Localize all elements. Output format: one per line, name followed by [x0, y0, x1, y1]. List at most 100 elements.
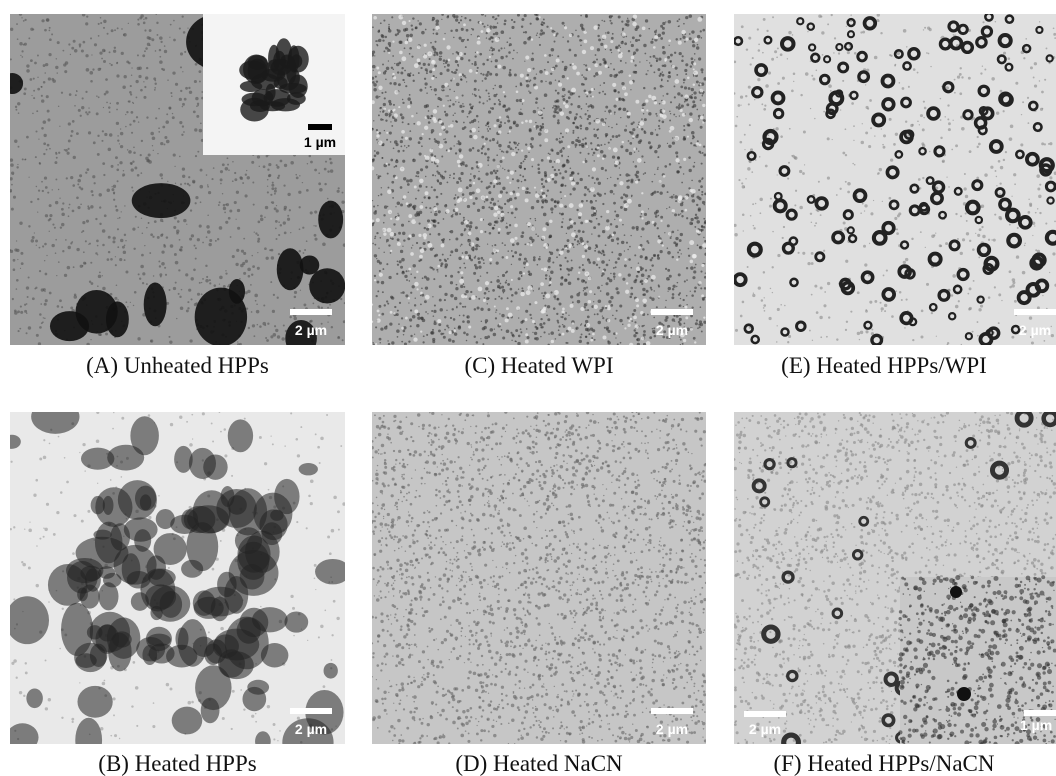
- speck: [678, 105, 680, 107]
- speck: [544, 69, 546, 71]
- speck: [598, 71, 602, 75]
- speck: [401, 136, 403, 138]
- speck: [432, 340, 435, 343]
- speck: [748, 37, 751, 40]
- speck: [602, 123, 605, 126]
- speck: [496, 309, 498, 311]
- speck: [644, 213, 647, 216]
- speck: [515, 340, 517, 342]
- speck: [131, 67, 132, 68]
- speck: [431, 132, 433, 134]
- speck: [417, 58, 421, 62]
- speck: [519, 253, 522, 256]
- speck: [626, 282, 628, 284]
- speck: [87, 113, 89, 115]
- speck: [479, 53, 482, 56]
- speck: [461, 255, 464, 258]
- speck: [70, 176, 73, 179]
- speck: [679, 52, 682, 55]
- speck: [678, 214, 680, 216]
- speck: [567, 327, 571, 331]
- speck: [91, 54, 92, 55]
- speck: [551, 340, 554, 343]
- speck: [425, 176, 426, 177]
- speck: [886, 270, 888, 272]
- speck: [406, 34, 409, 37]
- speck: [581, 279, 584, 282]
- speck: [59, 126, 60, 127]
- speck: [400, 250, 403, 253]
- speck: [585, 127, 589, 131]
- speck: [94, 43, 97, 46]
- speck: [516, 179, 519, 182]
- speck: [209, 239, 212, 242]
- speck: [488, 206, 490, 208]
- speck: [425, 68, 428, 71]
- speck: [475, 226, 478, 229]
- speck: [396, 63, 400, 67]
- scale-bar: [290, 309, 332, 315]
- speck: [33, 90, 35, 92]
- speck: [845, 260, 848, 263]
- speck: [999, 182, 1001, 184]
- speck: [679, 109, 682, 112]
- speck: [645, 269, 647, 271]
- speck: [234, 178, 237, 181]
- speck: [530, 23, 532, 25]
- speck: [602, 91, 604, 93]
- speck: [596, 146, 599, 149]
- speck: [579, 266, 581, 268]
- speck: [469, 192, 472, 195]
- speck: [541, 159, 544, 162]
- speck: [583, 84, 585, 86]
- speck: [639, 61, 640, 62]
- speck: [404, 145, 405, 146]
- speck: [619, 174, 621, 176]
- speck: [1011, 196, 1012, 197]
- speck: [325, 161, 327, 163]
- speck: [487, 24, 489, 26]
- speck: [469, 69, 473, 73]
- speck: [496, 170, 498, 172]
- speck: [459, 37, 462, 40]
- speck: [700, 271, 702, 273]
- speck: [862, 203, 864, 205]
- speck: [531, 158, 534, 161]
- speck: [57, 72, 58, 73]
- speck: [129, 91, 132, 94]
- speck: [287, 193, 290, 196]
- speck: [506, 330, 510, 334]
- speck: [171, 96, 172, 97]
- speck: [581, 334, 583, 336]
- speck: [665, 300, 666, 301]
- speck: [390, 159, 393, 162]
- speck: [68, 207, 70, 209]
- speck: [1044, 143, 1046, 145]
- speck: [680, 298, 681, 299]
- speck: [609, 112, 611, 114]
- speck: [896, 232, 899, 235]
- speck: [549, 284, 551, 286]
- speck: [329, 304, 331, 306]
- speck: [500, 160, 503, 163]
- speck: [219, 276, 223, 280]
- speck: [630, 287, 633, 290]
- speck: [416, 324, 419, 327]
- speck: [701, 331, 703, 333]
- speck: [471, 34, 472, 35]
- speck: [610, 273, 611, 274]
- speck: [130, 93, 132, 95]
- speck: [675, 237, 678, 240]
- speck: [421, 31, 425, 35]
- speck: [207, 184, 209, 186]
- speck: [497, 249, 500, 252]
- speck: [117, 218, 118, 219]
- speck: [680, 38, 682, 40]
- speck: [528, 90, 529, 91]
- speck: [582, 242, 585, 245]
- speck: [151, 38, 154, 41]
- speck: [155, 117, 157, 119]
- speck: [113, 192, 115, 194]
- speck: [610, 49, 612, 51]
- speck: [772, 16, 774, 18]
